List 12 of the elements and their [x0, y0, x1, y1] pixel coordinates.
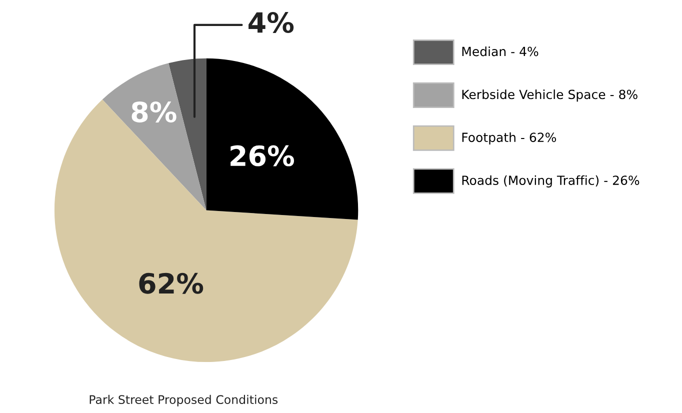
legend-label: Footpath - 62%: [462, 132, 556, 145]
pie-slice: [54, 100, 358, 362]
data-label: 26%: [230, 145, 294, 166]
legend-label: Kerbside Vehicle Space - 8%: [462, 89, 638, 102]
data-label: 62%: [139, 272, 204, 294]
legend-label: Roads (Moving Traffic) - 26%: [462, 175, 640, 188]
pie-slice: [206, 58, 358, 220]
text: Park Street Proposed Conditions: [90, 394, 278, 406]
legend-label: Median - 4%: [462, 46, 538, 56]
data-label: 8%: [132, 101, 176, 122]
pie-slice: [102, 63, 206, 210]
data-label: 4%: [248, 12, 294, 34]
